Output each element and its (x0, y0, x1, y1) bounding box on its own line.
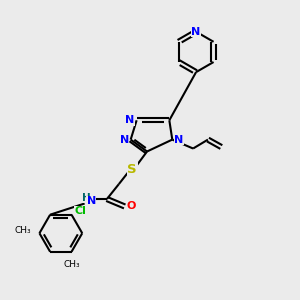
Text: Cl: Cl (74, 206, 86, 216)
Text: N: N (174, 135, 184, 145)
Text: N: N (119, 135, 129, 145)
Text: H: H (82, 193, 91, 202)
Text: N: N (125, 115, 135, 125)
Text: O: O (127, 202, 136, 212)
Text: CH₃: CH₃ (14, 226, 31, 235)
Text: S: S (128, 163, 137, 176)
Text: CH₃: CH₃ (64, 260, 80, 269)
Text: N: N (86, 196, 96, 206)
Text: N: N (191, 27, 201, 37)
